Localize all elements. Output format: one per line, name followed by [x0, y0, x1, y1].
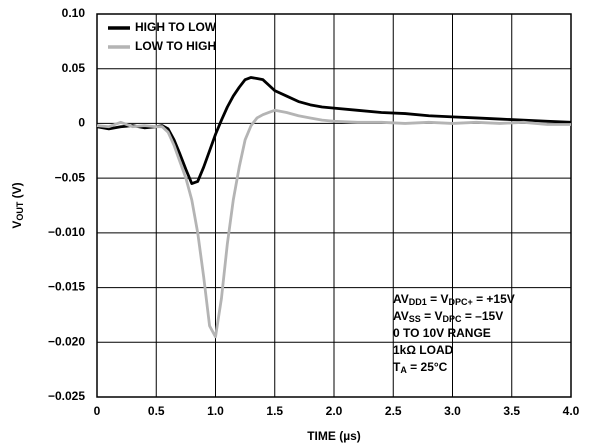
- y-tick-label: −0.015: [48, 280, 85, 294]
- x-tick-label: 2.0: [326, 404, 343, 418]
- annotation: 0 TO 10V RANGE: [393, 326, 491, 340]
- x-axis-label: TIME (µs): [307, 429, 361, 443]
- subscript: OUT: [15, 201, 25, 221]
- legend-label: LOW TO HIGH: [135, 39, 216, 53]
- x-tick-label: 0.5: [148, 404, 165, 418]
- subscript: DD1: [409, 297, 427, 307]
- y-tick-label: −0.025: [48, 389, 85, 403]
- series-line: [96, 108, 571, 339]
- text-run: = 25°C: [407, 360, 448, 374]
- x-tick-label: 0: [94, 404, 101, 418]
- x-tick-label: 3.0: [444, 404, 461, 418]
- annotation: AVSS = VDPC = –15V: [393, 309, 503, 324]
- text-run: AV: [393, 309, 409, 323]
- annotation: AVDD1 = VDPC+ = +15V: [393, 292, 515, 307]
- plot-frame: [96, 13, 572, 398]
- y-tick-label: 0.10: [62, 6, 86, 20]
- x-tick-label: 3.5: [503, 404, 520, 418]
- y-axis-label: VOUT (V): [10, 182, 25, 228]
- series-line: [96, 76, 572, 186]
- x-tick-label: 1.0: [207, 404, 224, 418]
- text-run: (V): [10, 182, 24, 201]
- text-run: = –15V: [462, 309, 504, 323]
- annotation: TA = 25°C: [393, 360, 448, 375]
- text-run: = V: [421, 309, 443, 323]
- text-run: 0 TO 10V RANGE: [393, 326, 491, 340]
- text-run: = +15V: [473, 292, 515, 306]
- y-tick-label: −0.05: [55, 170, 86, 184]
- annotation: 1kΩ LOAD: [393, 343, 454, 357]
- subscript: DPC+: [448, 297, 472, 307]
- legend-label: HIGH TO LOW: [135, 20, 217, 34]
- x-tick-label: 2.5: [385, 404, 402, 418]
- text-run: T: [393, 360, 401, 374]
- subscript: DPC: [442, 314, 462, 324]
- text-run: 1kΩ LOAD: [393, 343, 454, 357]
- y-tick-label: −0.010: [48, 225, 85, 239]
- y-tick-label: 0.05: [62, 61, 86, 75]
- text-run: V: [10, 221, 24, 229]
- text-run: = V: [427, 292, 449, 306]
- x-tick-label: 4.0: [563, 404, 580, 418]
- subscript: A: [400, 365, 407, 375]
- y-tick-label: 0: [78, 116, 85, 130]
- text-run: AV: [393, 292, 409, 306]
- y-tick-label: −0.020: [48, 334, 85, 348]
- x-tick-label: 1.5: [266, 404, 283, 418]
- subscript: SS: [409, 314, 421, 324]
